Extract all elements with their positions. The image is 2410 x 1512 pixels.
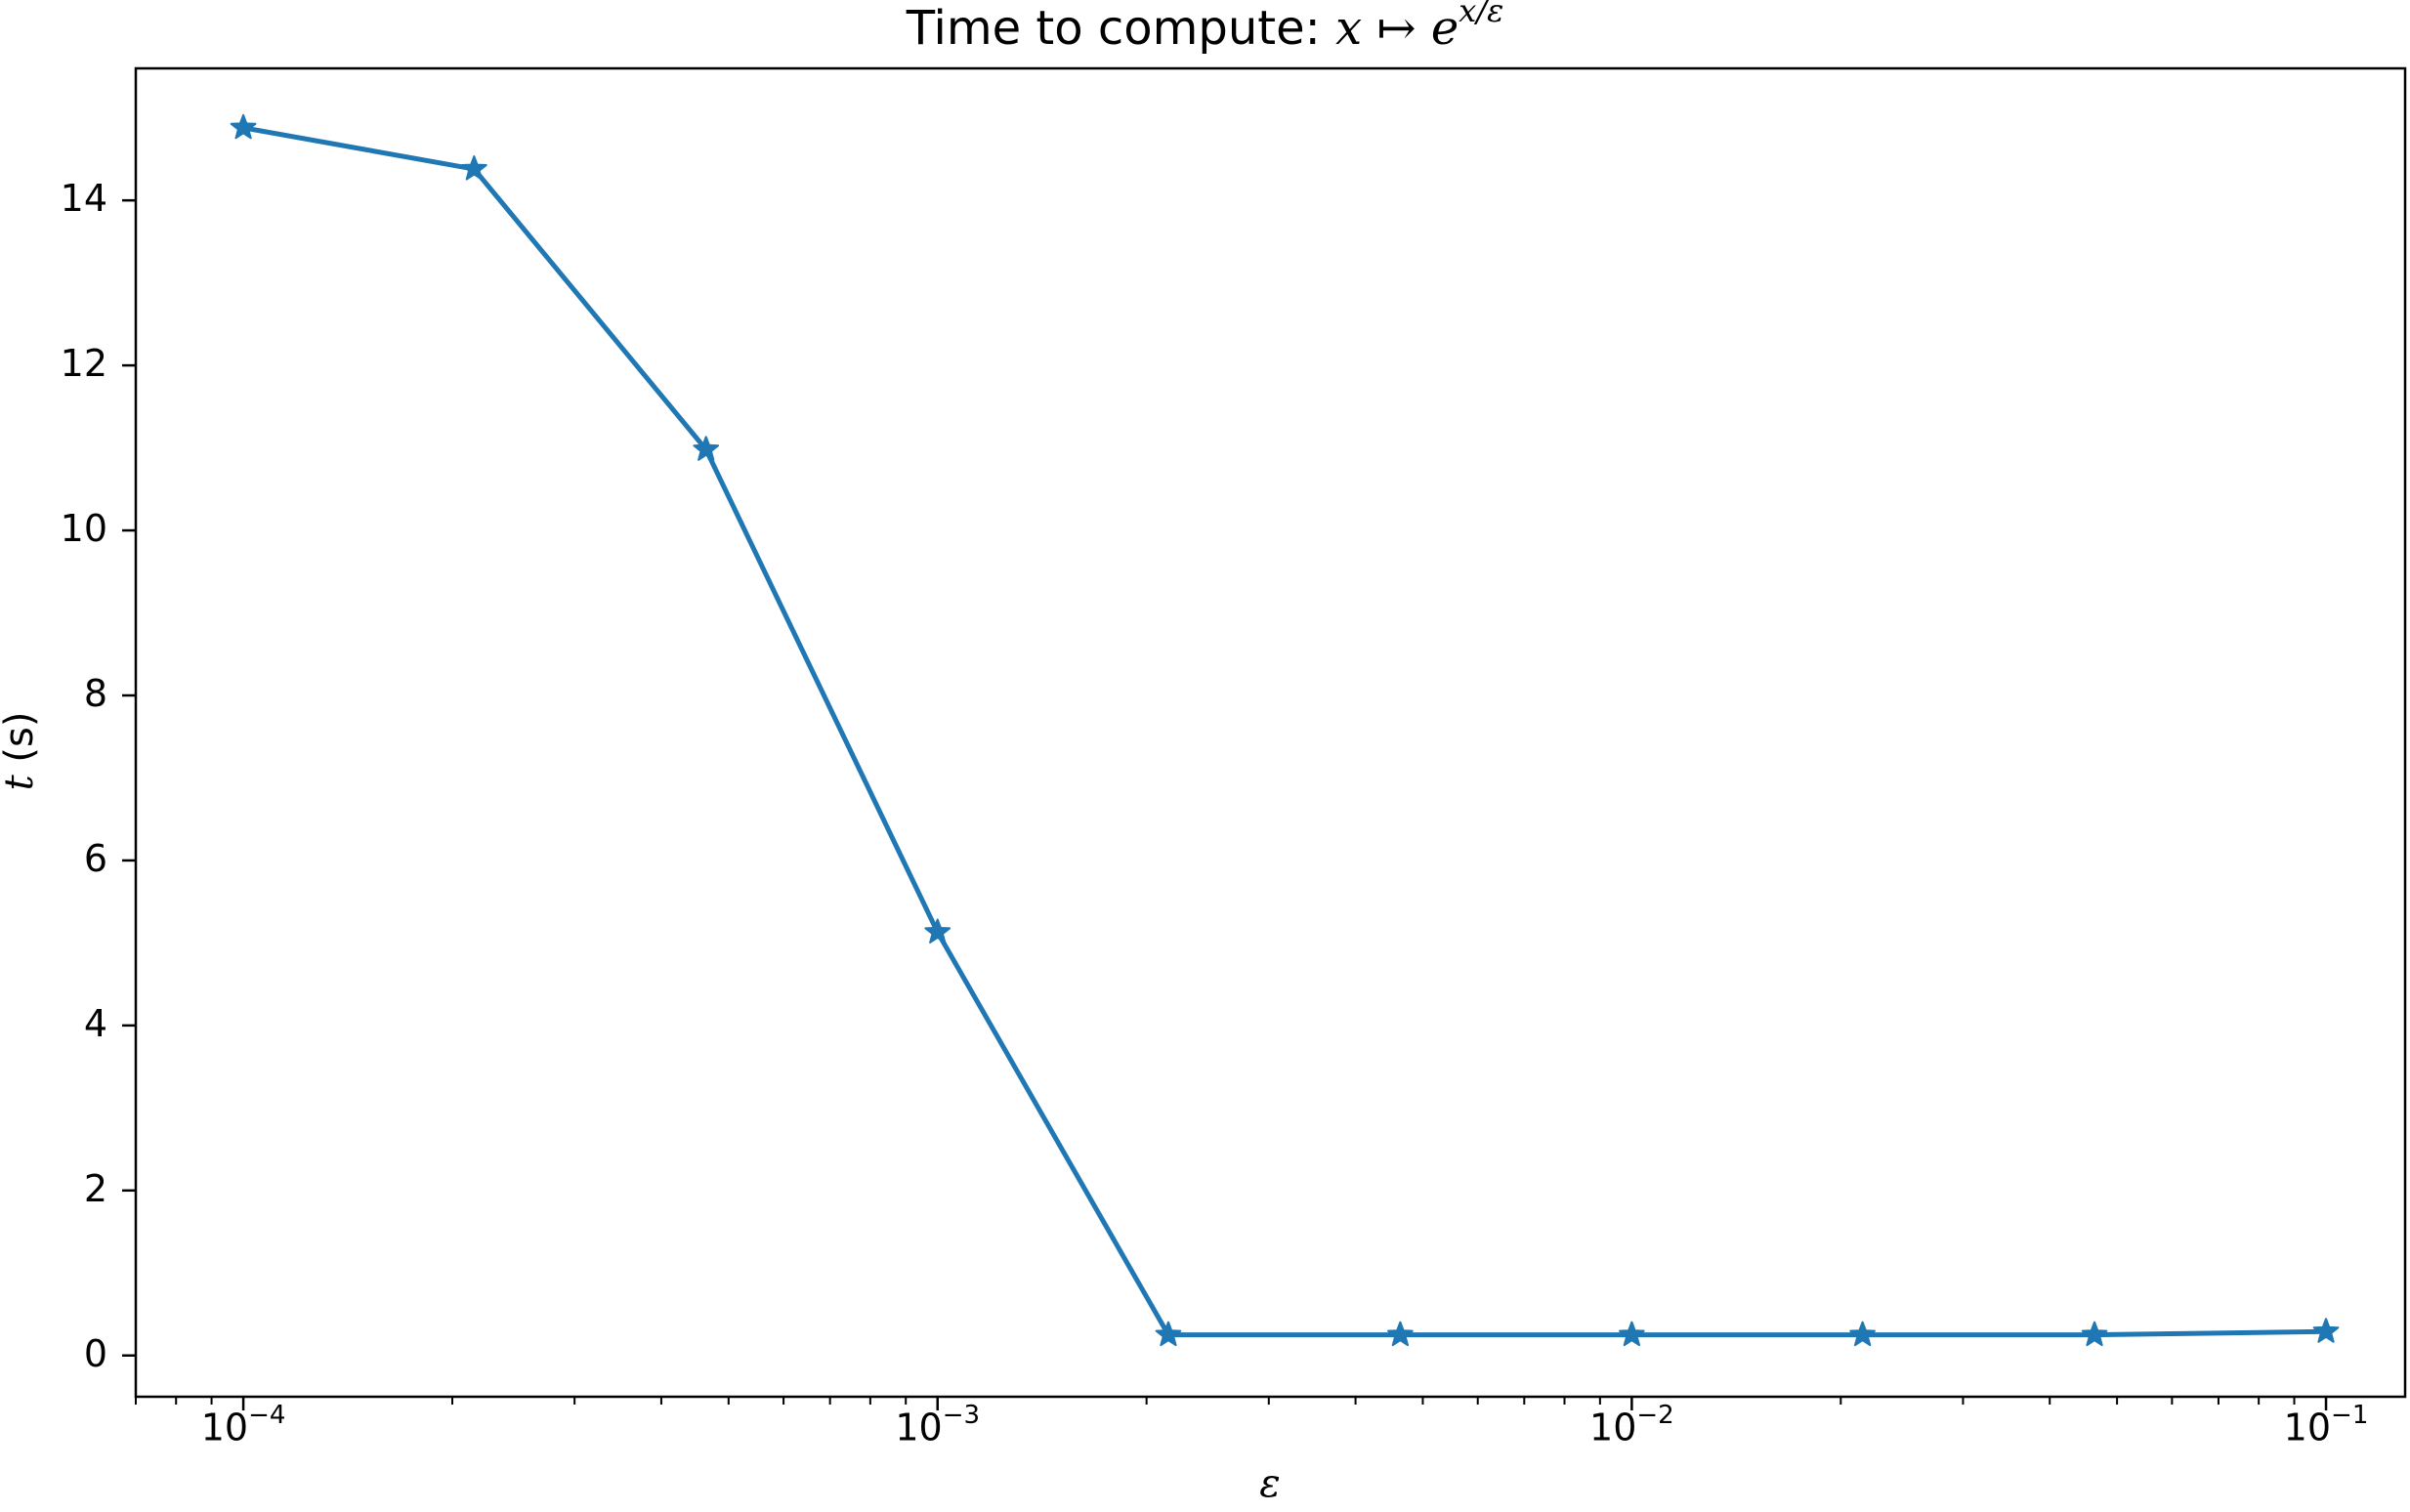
y-axis-label-symbol: t — [0, 775, 42, 791]
x-tick-base: 10 — [895, 1406, 943, 1449]
axis-ticks — [122, 198, 2328, 1410]
data-point-marker — [693, 436, 720, 461]
y-tick-label: 0 — [83, 1331, 107, 1375]
x-tick-label: 10−2 — [1534, 1401, 1729, 1449]
x-tick-base: 10 — [200, 1406, 249, 1449]
x-tick-base: 10 — [2283, 1406, 2332, 1449]
y-axis-label-unit: (s) — [0, 711, 42, 776]
data-point-marker — [2312, 1318, 2340, 1343]
data-point-marker — [924, 918, 951, 944]
title-math: x ↦ e — [1335, 1, 1459, 56]
x-tick-exponent: −1 — [2331, 1401, 2369, 1430]
data-point-marker — [2081, 1321, 2108, 1347]
data-point-marker — [1387, 1321, 1414, 1347]
x-tick-exponent: −3 — [942, 1401, 981, 1430]
data-point-marker — [1849, 1321, 1876, 1347]
y-tick-label: 2 — [83, 1166, 107, 1210]
chart-title: Time to compute: x ↦ ex/ε — [0, 0, 2410, 56]
plot-area — [134, 66, 2407, 1399]
x-tick-exponent: −4 — [248, 1401, 286, 1430]
x-tick-exponent: −2 — [1636, 1401, 1674, 1430]
y-tick-label: 14 — [60, 177, 107, 221]
y-tick-label: 12 — [60, 342, 107, 386]
y-tick-label: 4 — [83, 1001, 107, 1045]
series-layer — [230, 113, 2340, 1347]
x-tick-label: 10−3 — [840, 1401, 1036, 1449]
x-tick-base: 10 — [1589, 1406, 1637, 1449]
data-point-marker — [230, 113, 257, 140]
x-tick-label: 10−1 — [2228, 1401, 2410, 1449]
x-axis-label: ε — [1259, 1461, 1281, 1506]
data-point-marker — [460, 155, 487, 181]
y-tick-label: 8 — [83, 671, 107, 715]
title-exponent: x/ε — [1459, 0, 1504, 29]
y-tick-label: 6 — [83, 836, 107, 880]
x-tick-label: 10−4 — [146, 1401, 341, 1449]
series-line — [242, 125, 2327, 1338]
data-point-marker — [1155, 1321, 1182, 1347]
title-prefix: Time to compute: — [906, 1, 1336, 56]
y-tick-label: 10 — [60, 507, 107, 551]
data-point-marker — [1619, 1321, 1645, 1347]
